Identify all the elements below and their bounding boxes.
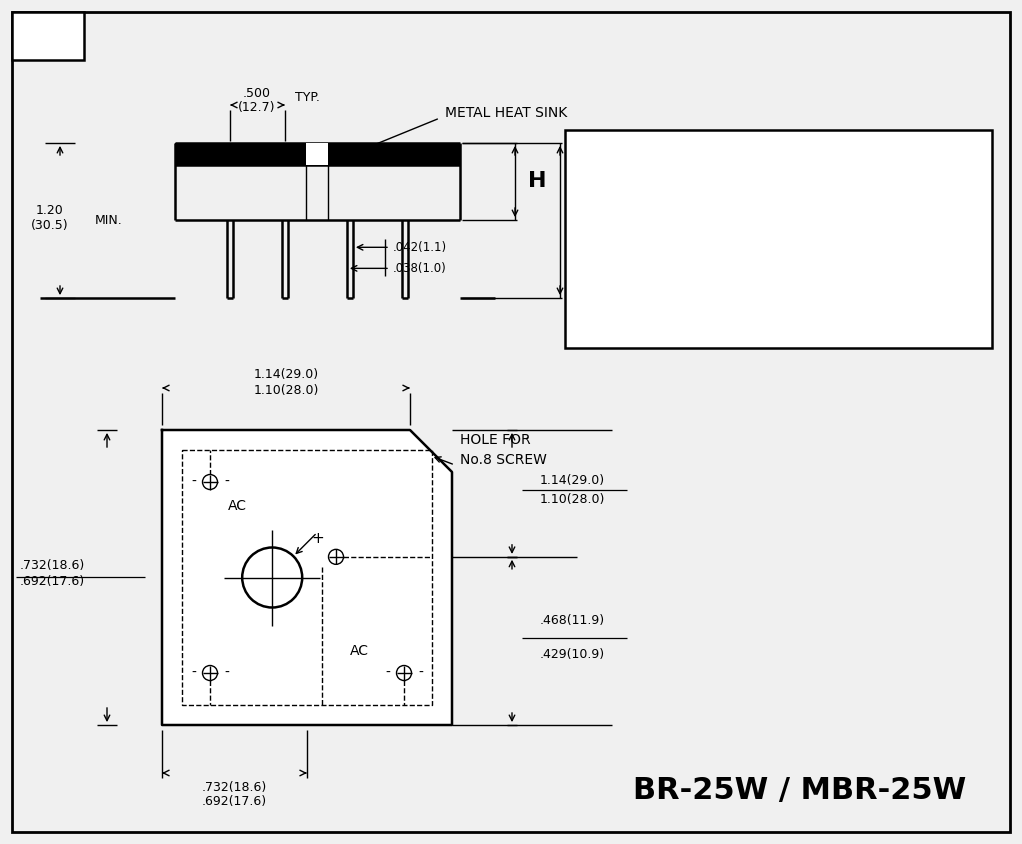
Text: -: - xyxy=(191,475,196,489)
Text: 54: 54 xyxy=(27,24,69,52)
Text: No.: No. xyxy=(578,152,606,170)
Text: (12.7): (12.7) xyxy=(238,100,276,113)
Circle shape xyxy=(397,666,412,680)
Text: 1.14(29.0): 1.14(29.0) xyxy=(540,474,605,487)
Text: 1.10(28.0): 1.10(28.0) xyxy=(540,493,605,506)
Text: MIN.: MIN. xyxy=(95,214,123,226)
Text: .421(10.7): .421(10.7) xyxy=(670,237,743,252)
Text: BR-25W: BR-25W xyxy=(660,151,753,171)
Text: .441(11.2): .441(11.2) xyxy=(670,211,743,225)
Text: .732(18.6): .732(18.6) xyxy=(20,559,85,571)
Text: .780(19.8): .780(19.8) xyxy=(670,316,743,329)
Text: BR-25W / MBR-25W: BR-25W / MBR-25W xyxy=(634,776,967,804)
Text: .429(10.9): .429(10.9) xyxy=(540,648,605,661)
Text: .038(1.0): .038(1.0) xyxy=(393,262,447,275)
Text: AC: AC xyxy=(228,499,247,513)
Bar xyxy=(175,143,460,165)
Text: .760(19.3): .760(19.3) xyxy=(670,289,743,303)
Text: L: L xyxy=(575,210,589,230)
Text: 1.20: 1.20 xyxy=(36,203,63,217)
Text: HOLE FOR
No.8 SCREW: HOLE FOR No.8 SCREW xyxy=(460,433,547,467)
Text: .295(7.5): .295(7.5) xyxy=(862,237,925,252)
Text: MBR-25W: MBR-25W xyxy=(836,151,949,171)
Text: .468(11.9): .468(11.9) xyxy=(540,614,605,627)
Text: (30.5): (30.5) xyxy=(32,219,68,231)
Bar xyxy=(306,143,328,165)
Text: .866(22.0): .866(22.0) xyxy=(856,289,929,303)
Circle shape xyxy=(328,549,343,565)
Text: .906(23.0): .906(23.0) xyxy=(856,316,929,329)
Text: 1.14(29.0): 1.14(29.0) xyxy=(253,367,319,381)
Text: .692(17.6): .692(17.6) xyxy=(20,575,85,587)
Text: -: - xyxy=(224,475,229,489)
Text: H: H xyxy=(584,221,601,241)
Polygon shape xyxy=(162,430,452,725)
Text: TYP.: TYP. xyxy=(295,90,320,104)
Text: H: H xyxy=(527,171,546,191)
Text: .500: .500 xyxy=(243,86,271,100)
Text: -: - xyxy=(418,666,423,680)
Text: -: - xyxy=(385,666,390,680)
Text: +: + xyxy=(312,532,324,546)
Circle shape xyxy=(202,666,218,680)
Circle shape xyxy=(202,474,218,490)
Bar xyxy=(565,130,992,348)
Text: -: - xyxy=(191,666,196,680)
Text: AC: AC xyxy=(350,644,369,658)
Text: -: - xyxy=(224,666,229,680)
Bar xyxy=(12,12,84,60)
Circle shape xyxy=(242,548,303,608)
Bar xyxy=(182,450,432,705)
Text: .732(18.6): .732(18.6) xyxy=(201,781,267,793)
Text: .335(8.5): .335(8.5) xyxy=(862,211,925,225)
Text: .042(1.1): .042(1.1) xyxy=(393,241,448,254)
Text: .692(17.6): .692(17.6) xyxy=(201,794,267,808)
Text: L: L xyxy=(586,299,599,319)
Text: METAL HEAT SINK: METAL HEAT SINK xyxy=(445,106,567,120)
Text: 1.10(28.0): 1.10(28.0) xyxy=(253,383,319,397)
